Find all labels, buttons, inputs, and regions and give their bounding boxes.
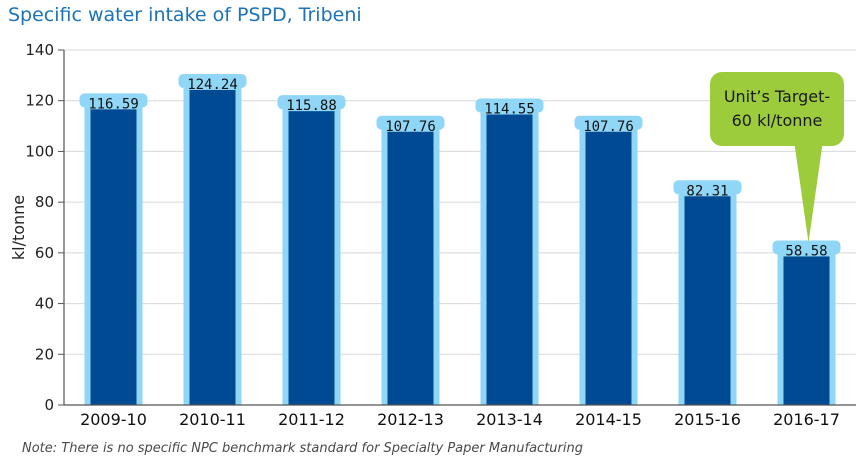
callout-bubble [710,72,844,146]
y-axis-label: kl/tonne [9,195,28,260]
data-label-2010-11: 124.24 [187,77,238,93]
x-tick-label-2016-17: 2016-17 [773,410,840,429]
axes: 0 20 40 60 80 100 120 140 2009-10 2010-11 2011-12 2… [25,41,856,429]
bar-2012-13 [387,131,434,405]
bar-group-2014-15: 107.76 [574,115,643,405]
bar-cap-2010-11 [178,73,247,88]
bar-2009-10 [90,109,137,405]
bar-group-2012-13: 107.76 [376,115,445,405]
data-label-2012-13: 107.76 [385,119,436,135]
bar-2016-17 [783,256,830,405]
bar-group-2011-12: 115.88 [277,95,346,405]
data-label-2009-10: 116.59 [88,96,139,112]
y-tick-label-60: 60 [35,244,54,262]
y-tick-label-20: 20 [35,345,54,363]
bar-2015-16 [684,196,731,405]
bar-cap-2013-14 [475,98,544,113]
bar-group-2010-11: 124.24 [178,73,247,405]
x-tick-label-2014-15: 2014-15 [575,410,642,429]
x-tick-label-2009-10: 2009-10 [80,410,147,429]
bars: 116.59 124.24 115.88 107.76 114.55 107.76 82.3… [79,73,841,405]
bar-cap-2011-12 [277,95,346,110]
data-label-2016-17: 58.58 [785,243,827,259]
x-tick-label-2013-14: 2013-14 [476,410,543,429]
water-intake-bar-chart: 116.59 124.24 115.88 107.76 114.55 107.76 82.3… [9,41,856,429]
callout-line-2: 60 kl/tonne [732,111,823,130]
y-tick-label-100: 100 [25,142,54,160]
bar-cap-2015-16 [673,180,742,195]
bar-cap-2009-10 [79,93,148,108]
x-tick-label-2012-13: 2012-13 [377,410,444,429]
data-label-2013-14: 114.55 [484,102,535,118]
x-tick-label-2010-11: 2010-11 [179,410,246,429]
bar-2011-12 [288,111,335,405]
bar-2010-11 [189,89,236,405]
y-tick-label-120: 120 [25,92,54,110]
y-tick-label-0: 0 [44,396,54,414]
bar-cap-2012-13 [376,115,445,130]
bar-group-2015-16: 82.31 [673,180,742,405]
data-label-2015-16: 82.31 [686,183,728,199]
data-label-2011-12: 115.88 [286,98,337,114]
footnote: Note: There is no specific NPC benchmark… [22,441,583,456]
bar-group-2009-10: 116.59 [79,93,148,405]
bar-2014-15 [585,131,632,405]
bar-cap-2014-15 [574,115,643,130]
y-tick-label-140: 140 [25,41,54,59]
target-callout: Unit’s Target- 60 kl/tonne [710,72,844,243]
bar-cap-2016-17 [772,240,841,255]
bar-2013-14 [486,114,533,405]
y-tick-label-80: 80 [35,193,54,211]
x-tick-label-2011-12: 2011-12 [278,410,345,429]
y-tick-label-40: 40 [35,295,54,313]
bar-group-2016-17: 58.58 [772,240,841,405]
bar-group-2013-14: 114.55 [475,98,544,405]
chart-title: Specific water intake of PSPD, Tribeni [8,4,362,26]
callout-line-1: Unit’s Target- [724,87,830,106]
callout-pointer [794,144,823,243]
x-tick-label-2015-16: 2015-16 [674,410,741,429]
data-label-2014-15: 107.76 [583,119,634,135]
